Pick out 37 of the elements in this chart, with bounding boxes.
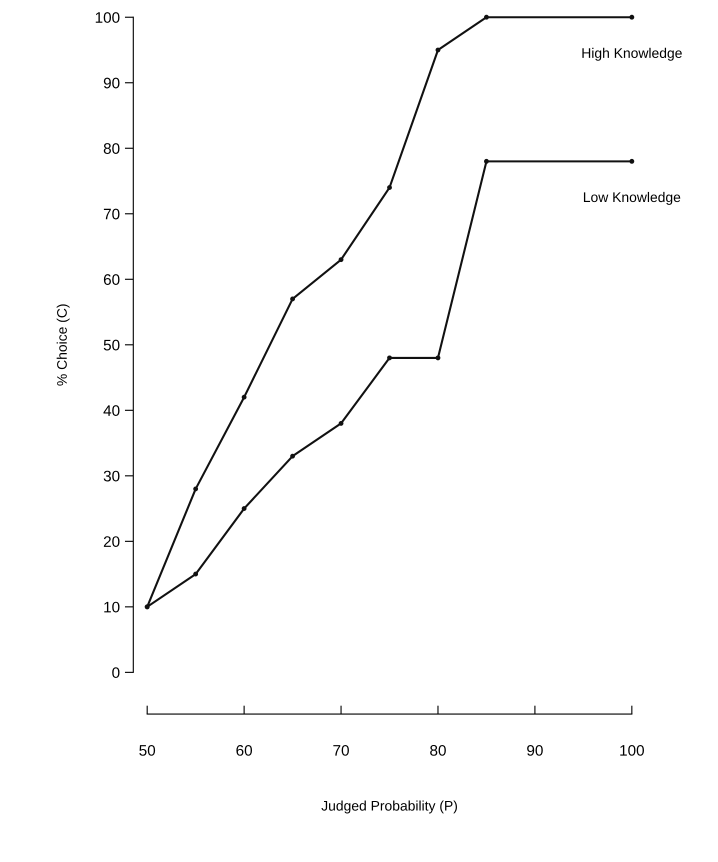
y-tick-label: 0: [112, 667, 120, 678]
point: [290, 454, 296, 459]
x-tick-label: 80: [430, 744, 446, 756]
point: [387, 185, 392, 190]
point: [338, 420, 344, 426]
point: [193, 572, 198, 577]
text: High Knowledge: [582, 48, 682, 61]
text: Low Knowledge: [584, 192, 680, 205]
x-tick-label: 60: [236, 744, 252, 756]
point: [242, 394, 247, 400]
point: [338, 257, 344, 262]
point: [484, 14, 489, 20]
point: [484, 158, 489, 164]
x-tick-label: 70: [333, 744, 349, 756]
y-tick-label: 90: [104, 78, 120, 88]
point: [436, 48, 440, 52]
point: [290, 296, 296, 302]
y-tick-label: 70: [104, 208, 120, 220]
y-tick-label: 10: [104, 602, 120, 613]
x-tick-label: 100: [620, 744, 644, 756]
x-tick-label: 90: [527, 744, 543, 756]
y-tick-label: 100: [96, 12, 120, 23]
point: [193, 486, 198, 492]
point: [242, 506, 247, 512]
point: [629, 158, 634, 164]
y-tick-label: 30: [104, 470, 120, 482]
point: [436, 355, 440, 360]
x-axis-title: Judged Probability (P): [321, 800, 457, 814]
y-tick-label: 40: [103, 405, 120, 416]
x-tick-label: 50: [139, 744, 156, 756]
point: [629, 14, 634, 20]
y-tick-label: 20: [104, 536, 120, 548]
y-tick-label: 60: [104, 274, 120, 285]
y-axis-title: % Choice (C): [56, 304, 70, 386]
point: [387, 355, 392, 360]
y-tick-label: 80: [104, 143, 120, 154]
y-tick-label: 50: [104, 340, 120, 350]
